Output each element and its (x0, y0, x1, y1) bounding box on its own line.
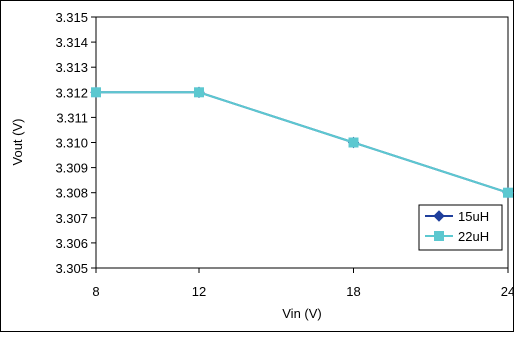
y-tick-label: 3.309 (55, 161, 88, 176)
data-point (348, 137, 359, 148)
y-tick-label: 3.311 (56, 110, 88, 125)
y-tick-label: 3.310 (55, 136, 88, 151)
x-axis: 8 12 18 24 (92, 268, 514, 299)
x-tick-label: 8 (92, 284, 99, 299)
y-axis: 3.305 3.306 3.307 3.308 3.309 3.310 3.311 3.312… (55, 10, 96, 276)
y-tick-label: 3.314 (55, 35, 88, 50)
series-22uH (91, 87, 513, 198)
data-point (91, 87, 101, 98)
x-tick-label: 12 (192, 284, 206, 299)
y-tick-label: 3.313 (55, 60, 88, 75)
legend-box (418, 204, 503, 251)
series-line (96, 91, 509, 194)
legend-label: 15uH (458, 209, 489, 224)
legend-marker (433, 210, 445, 222)
y-tick-label: 3.305 (55, 261, 88, 276)
series-layer (90, 86, 514, 199)
legend: 15uH 22uH (418, 204, 503, 251)
x-tick-label: 24 (501, 284, 514, 299)
legend-label: 22uH (458, 229, 489, 244)
y-tick-label: 3.308 (55, 186, 88, 201)
x-tick-label: 18 (346, 284, 360, 299)
y-tick-label: 3.307 (55, 211, 88, 226)
y-tick-label: 3.315 (55, 10, 88, 25)
y-axis-label: Vout (V) (10, 119, 25, 166)
legend-marker (434, 231, 444, 241)
x-axis-label: Vin (V) (282, 306, 322, 321)
y-tick-label: 3.312 (55, 85, 88, 100)
data-point (194, 87, 204, 98)
y-tick-label: 3.306 (55, 236, 88, 251)
data-point (503, 187, 513, 198)
